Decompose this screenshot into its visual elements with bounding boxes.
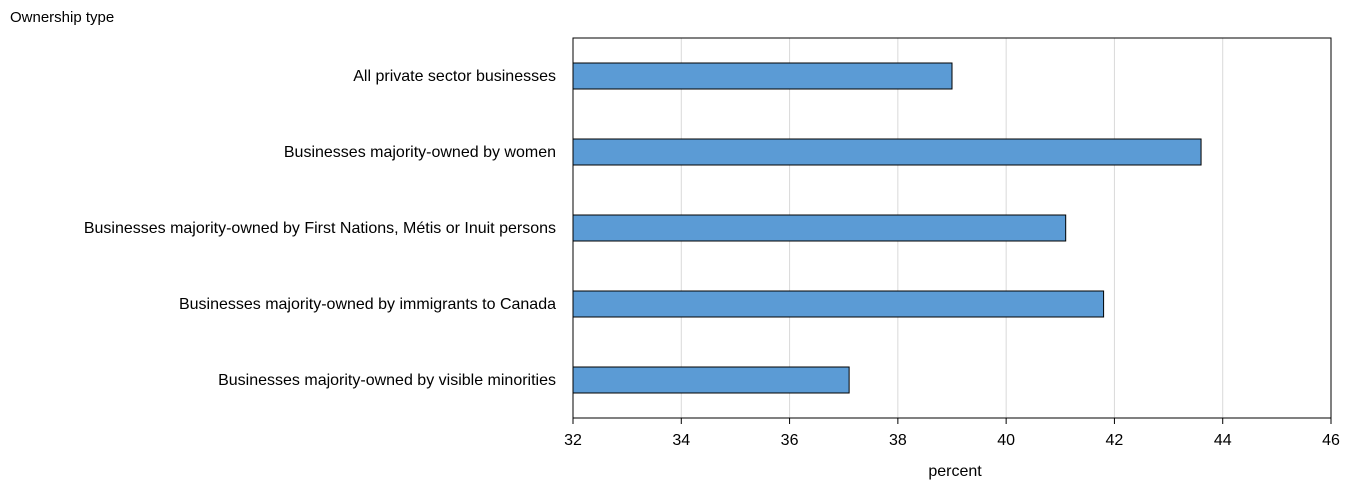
- x-tick-label: 32: [564, 432, 582, 449]
- x-tick-label: 34: [672, 432, 690, 449]
- bar: [572, 214, 1067, 242]
- category-label: Businesses majority-owned by immigrants …: [179, 296, 556, 313]
- x-axis-title: percent: [928, 463, 982, 480]
- bars: [572, 62, 1202, 394]
- x-tick-label: 36: [781, 432, 799, 449]
- y-axis-title: Ownership type: [10, 9, 114, 26]
- category-label: All private sector businesses: [353, 68, 556, 85]
- x-tick-label: 46: [1322, 432, 1340, 449]
- bar: [572, 366, 850, 394]
- bar: [572, 290, 1105, 318]
- x-tick-label: 40: [997, 432, 1015, 449]
- category-label: Businesses majority-owned by First Natio…: [84, 220, 556, 237]
- bar: [572, 62, 953, 90]
- category-labels: All private sector businesses Businesses …: [84, 68, 556, 389]
- category-label: Businesses majority-owned by women: [284, 144, 556, 161]
- x-tick-labels: 32 34 36 38 40 42 44 46: [564, 418, 1340, 449]
- x-tick-label: 42: [1106, 432, 1124, 449]
- x-tick-label: 38: [889, 432, 907, 449]
- bar: [572, 138, 1202, 166]
- x-tick-label: 44: [1214, 432, 1232, 449]
- plot-area-frame: [572, 37, 1332, 419]
- category-label: Businesses majority-owned by visible min…: [218, 372, 556, 389]
